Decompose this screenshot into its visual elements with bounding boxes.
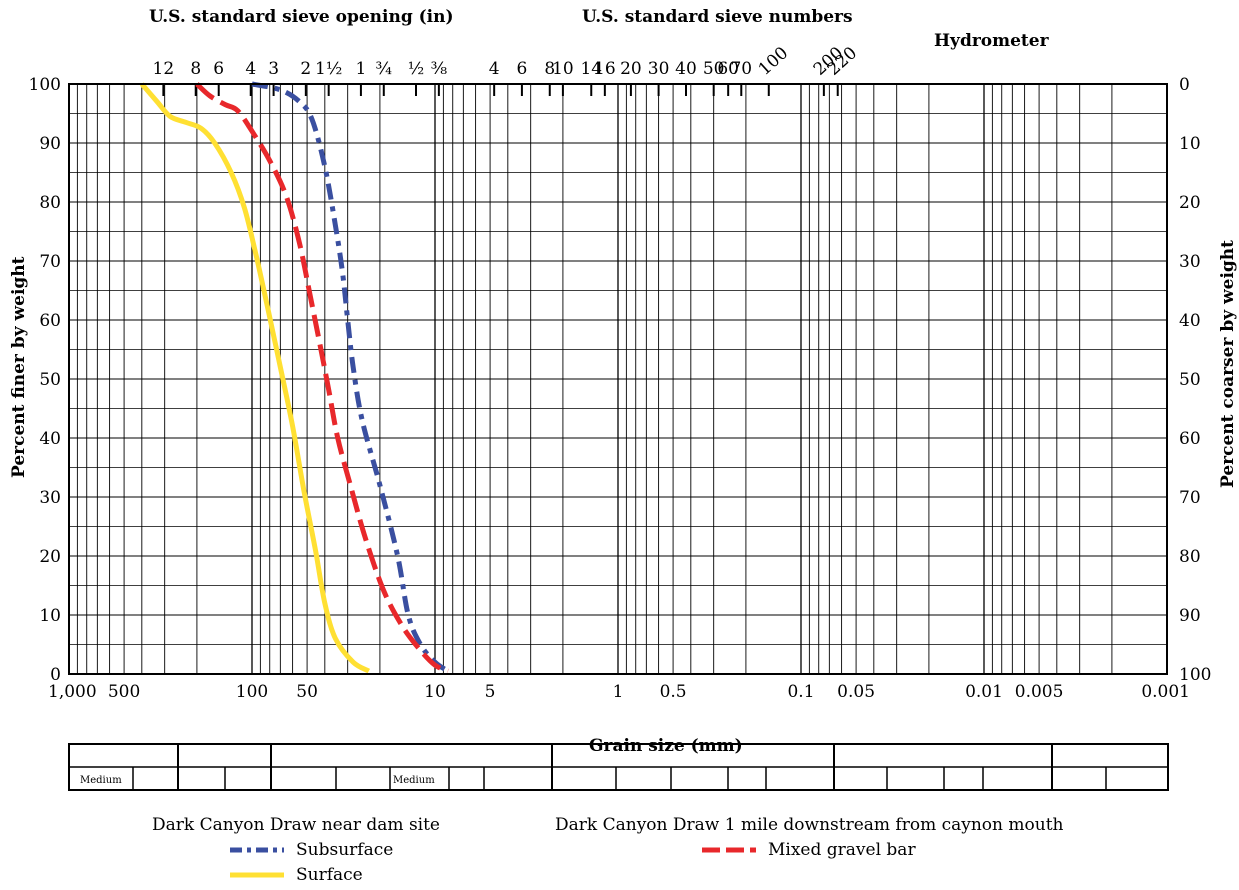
- sieve-tick-label: 1½: [315, 59, 342, 79]
- sieve-tick-label: ⅜: [431, 59, 448, 79]
- y2-tick-label: 100: [1179, 665, 1211, 685]
- y-tick-label: 20: [39, 547, 61, 567]
- sieve-numbers-title: U.S. standard sieve numbers: [582, 7, 853, 27]
- y2-tick-label: 50: [1179, 370, 1201, 390]
- y-tick-label: 0: [50, 665, 61, 685]
- x-tick-label: 0.01: [965, 682, 1003, 702]
- sieve-tick-label: 40: [675, 59, 697, 79]
- legend-swatch-subsurface: [230, 847, 284, 853]
- sieve-tick-label: 16: [594, 59, 616, 79]
- legend-label-mixed: Mixed gravel bar: [768, 840, 916, 860]
- y-tick-label: 40: [39, 429, 61, 449]
- y-tick-label: 100: [29, 75, 61, 95]
- class-cell-medium-1: Medium: [80, 775, 122, 786]
- legend-location-1: Dark Canyon Draw near dam site: [152, 815, 440, 835]
- sieve-tick-label: 100: [755, 43, 793, 80]
- sieve-tick-label: 8: [544, 59, 555, 79]
- series-line-subsurface: [251, 81, 450, 674]
- y-tick-label: 70: [39, 252, 61, 272]
- legend-swatch-surface: [230, 872, 284, 878]
- hydrometer-title: Hydrometer: [934, 31, 1049, 51]
- y-tick-label: 90: [39, 134, 61, 154]
- y2-tick-label: 20: [1179, 193, 1201, 213]
- x-tick-label: 0.05: [837, 682, 875, 702]
- series-line-surface: [139, 82, 371, 674]
- y2-tick-label: 10: [1179, 134, 1201, 154]
- y2-tick-label: 30: [1179, 252, 1201, 272]
- x-tick-label: 0.5: [660, 682, 687, 702]
- sieve-tick-label: 12: [153, 59, 175, 79]
- legend-item-surface: Surface: [228, 865, 363, 885]
- x-tick-label: 0.005: [1015, 682, 1064, 702]
- sieve-tick-label: 30: [648, 59, 670, 79]
- legend-location-2: Dark Canyon Draw 1 mile downstream from …: [555, 815, 1064, 835]
- x-tick-label: 0.001: [1141, 682, 1190, 702]
- y-tick-label: 50: [39, 370, 61, 390]
- sieve-tick-label: 4: [489, 59, 500, 79]
- y-tick-label: 60: [39, 311, 61, 331]
- y2-tick-label: 90: [1179, 606, 1201, 626]
- x-tick-label: 1,000: [48, 682, 97, 702]
- sieve-tick-label: ¾: [376, 59, 392, 79]
- legend-item-subsurface: Subsurface: [228, 840, 393, 860]
- x-tick-label: 10: [424, 682, 446, 702]
- sieve-tick-label: 8: [190, 59, 201, 79]
- x-tick-label: 500: [108, 682, 140, 702]
- sieve-tick-label: 6: [517, 59, 528, 79]
- y-tick-label: 30: [39, 488, 61, 508]
- y2-tick-label: 0: [1179, 75, 1190, 95]
- legend-label-subsurface: Subsurface: [296, 840, 394, 860]
- series-line-mixed-gravel-bar: [195, 82, 449, 674]
- sieve-opening-title: U.S. standard sieve opening (in): [149, 7, 454, 27]
- sieve-ticks: [162, 84, 839, 96]
- data-series: [139, 81, 450, 674]
- sieve-tick-label: 4: [245, 59, 256, 79]
- sieve-tick-label: 50: [703, 59, 725, 79]
- plot-frame: [68, 83, 1168, 675]
- sieve-tick-label: 70: [730, 59, 752, 79]
- x-axis-title: Grain size (mm): [589, 736, 743, 756]
- sieve-tick-label: 60: [717, 59, 739, 79]
- legend-item-mixed: Mixed gravel bar: [700, 840, 916, 860]
- classification-table: [68, 743, 1169, 791]
- x-tick-label: 0.1: [787, 682, 814, 702]
- y2-tick-label: 70: [1179, 488, 1201, 508]
- sieve-tick-label: 1: [356, 59, 367, 79]
- y-tick-label: 80: [39, 193, 61, 213]
- legend-swatch-mixed: [702, 847, 756, 853]
- y2-tick-label: 40: [1179, 311, 1201, 331]
- y2-tick-label: 60: [1179, 429, 1201, 449]
- sieve-tick-label: 14: [580, 59, 602, 79]
- sieve-tick-label: 6: [213, 59, 224, 79]
- y2-tick-label: 80: [1179, 547, 1201, 567]
- y2-axis-title: Percent coarser by weight: [1218, 239, 1238, 488]
- sieve-tick-label: 3: [268, 59, 279, 79]
- x-tick-label: 100: [236, 682, 268, 702]
- y-axis-title: Percent finer by weight: [9, 256, 29, 479]
- x-tick-label: 1: [613, 682, 624, 702]
- sieve-tick-label: 10: [552, 59, 574, 79]
- legend-label-surface: Surface: [296, 865, 363, 885]
- x-tick-label: 50: [296, 682, 318, 702]
- x-tick-label: 5: [485, 682, 496, 702]
- sieve-tick-label: 2: [300, 59, 311, 79]
- class-cell-medium-2: Medium: [393, 775, 435, 786]
- sieve-tick-label: ½: [408, 59, 424, 79]
- sieve-tick-label: 20: [620, 59, 642, 79]
- y-tick-label: 10: [39, 606, 61, 626]
